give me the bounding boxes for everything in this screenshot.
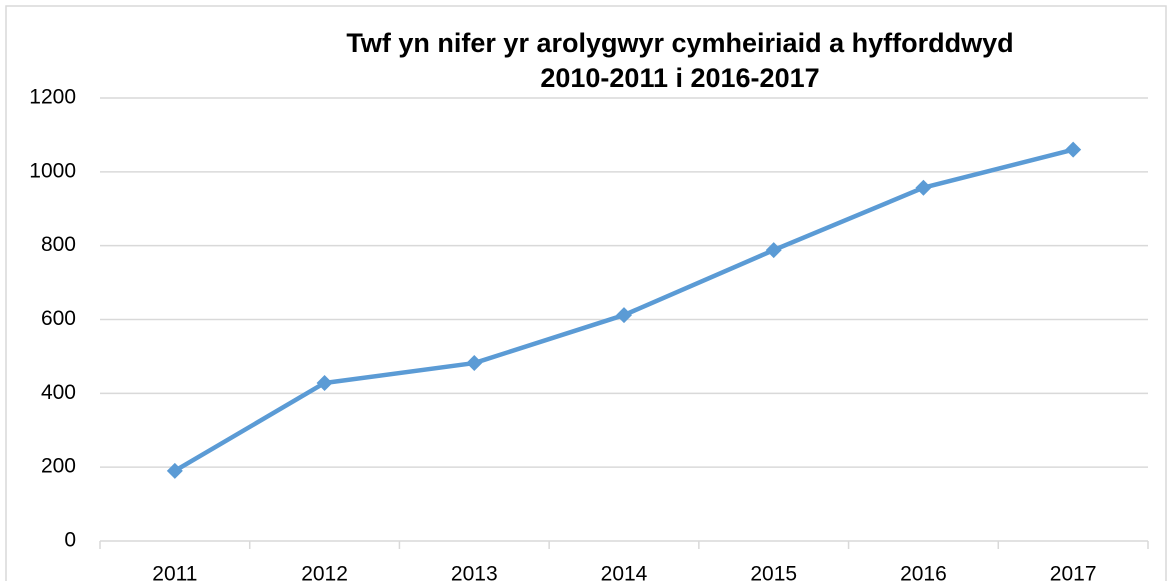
- x-tick-label: 2013: [451, 563, 498, 581]
- chart-border: [5, 5, 1167, 581]
- y-tick-label: 600: [41, 307, 76, 330]
- data-marker: [616, 307, 632, 324]
- chart-title: Twf yn nifer yr arolygwyr cymheiriaid a …: [346, 28, 1013, 58]
- data-marker: [915, 179, 932, 196]
- data-marker: [466, 355, 483, 372]
- x-tick-label: 2015: [750, 563, 797, 581]
- x-tick-label: 2012: [301, 563, 348, 581]
- x-tick-label: 2014: [601, 563, 648, 581]
- x-tick-label: 2016: [900, 563, 947, 581]
- data-marker: [1065, 141, 1082, 158]
- y-tick-label: 1200: [29, 86, 76, 109]
- data-marker: [765, 242, 782, 259]
- chart-title: 2010-2011 i 2016-2017: [540, 63, 819, 93]
- y-tick-label: 400: [41, 381, 76, 404]
- y-tick-label: 0: [64, 529, 76, 552]
- x-tick-label: 2017: [1050, 563, 1097, 581]
- y-tick-label: 800: [41, 233, 76, 256]
- y-tick-label: 1000: [29, 159, 76, 182]
- y-tick-label: 200: [41, 455, 76, 478]
- data-marker: [166, 462, 183, 479]
- data-marker: [316, 374, 333, 391]
- x-tick-label: 2011: [152, 563, 197, 581]
